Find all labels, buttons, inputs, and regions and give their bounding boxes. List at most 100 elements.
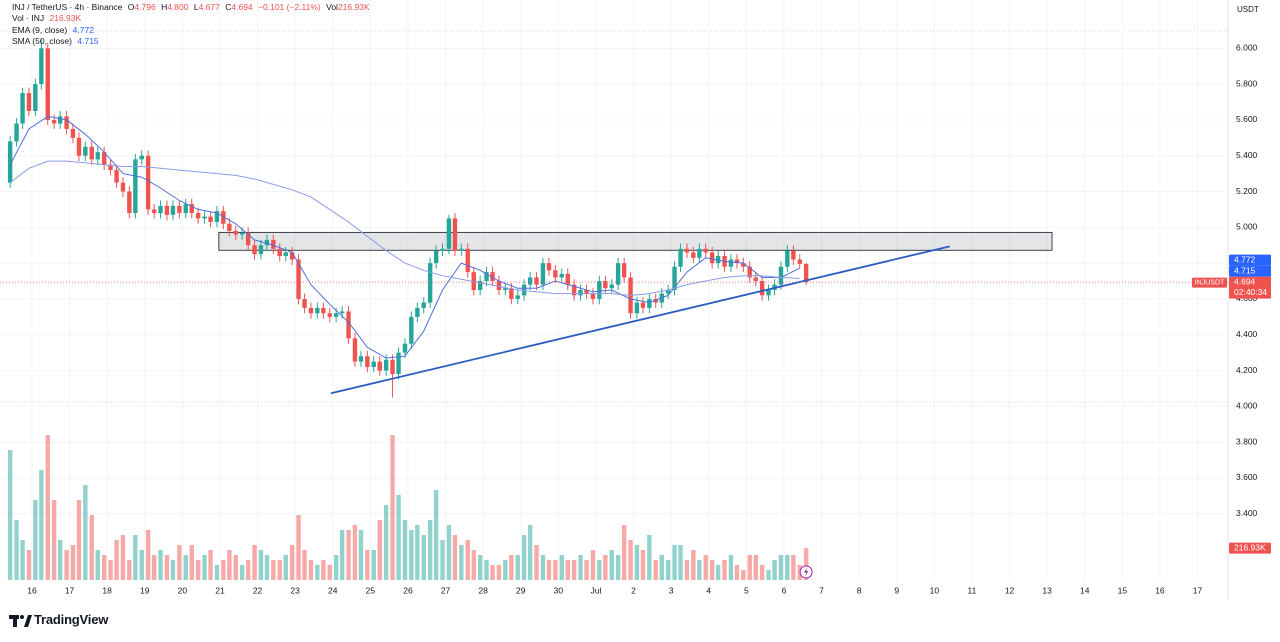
y-tick-label: 3.400 bbox=[1236, 508, 1258, 518]
volume-bar bbox=[597, 560, 602, 580]
logo-part bbox=[13, 615, 17, 627]
candle-body bbox=[258, 245, 264, 255]
candle-body bbox=[615, 263, 621, 285]
candle-body bbox=[108, 164, 113, 171]
candle-body bbox=[139, 155, 144, 160]
trendline bbox=[330, 245, 950, 395]
volume-bar bbox=[245, 560, 251, 580]
candle-body bbox=[609, 284, 614, 289]
candle-body bbox=[791, 250, 796, 260]
x-tick-label: 14 bbox=[1080, 585, 1090, 595]
x-tick-label: 24 bbox=[328, 585, 338, 595]
volume-bar bbox=[778, 555, 784, 580]
candle-body bbox=[584, 290, 589, 294]
candle-body bbox=[114, 170, 119, 183]
candle-body bbox=[590, 293, 596, 299]
volume-bar bbox=[346, 530, 351, 580]
candle-body bbox=[578, 290, 583, 296]
candle-body bbox=[440, 248, 445, 251]
volume-bar bbox=[252, 545, 257, 580]
volume-bar bbox=[766, 570, 771, 580]
x-tick-label: 6 bbox=[782, 585, 787, 595]
candle-body bbox=[33, 84, 38, 111]
candle-body bbox=[308, 307, 314, 314]
volume-bar bbox=[484, 560, 489, 580]
volume-bar bbox=[227, 550, 232, 580]
volume-bar bbox=[289, 545, 295, 580]
candle-body bbox=[459, 248, 464, 251]
currency-unit: USDT bbox=[1237, 5, 1259, 14]
volume-bar bbox=[615, 555, 621, 580]
volume-bar bbox=[76, 500, 82, 580]
volume-bar bbox=[258, 550, 264, 580]
volume-bar bbox=[697, 560, 702, 580]
volume-bar bbox=[565, 560, 570, 580]
volume-bar bbox=[590, 550, 596, 580]
volume-bar bbox=[302, 550, 307, 580]
volume-bar bbox=[170, 560, 176, 580]
symbol-tag-label: INJUSDT bbox=[1195, 280, 1225, 287]
candle-body bbox=[402, 343, 408, 353]
candle-body bbox=[101, 152, 107, 165]
x-tick-label: 21 bbox=[215, 585, 225, 595]
y-tick-label: 3.600 bbox=[1236, 472, 1258, 482]
candle-body bbox=[803, 263, 809, 283]
x-tick-label: 17 bbox=[65, 585, 75, 595]
candle-body bbox=[759, 281, 765, 296]
candle-body bbox=[452, 218, 458, 251]
volume-bar bbox=[459, 545, 464, 580]
candle-body bbox=[728, 259, 734, 267]
candle-body bbox=[797, 259, 802, 264]
volume-bar bbox=[158, 550, 163, 580]
realtime-icon-bolt bbox=[804, 567, 809, 577]
volume-bar bbox=[108, 560, 113, 580]
candle-body bbox=[540, 263, 546, 285]
candle-body bbox=[559, 273, 564, 278]
candle-body bbox=[51, 119, 57, 124]
volume-bar bbox=[45, 435, 50, 580]
candle-body bbox=[39, 48, 44, 85]
volume-bar bbox=[264, 555, 270, 580]
volume-bar bbox=[471, 550, 476, 580]
price-tag bbox=[1229, 254, 1271, 266]
resistance-zone bbox=[218, 231, 1053, 251]
indicator-name: EMA (9, close) bbox=[12, 24, 68, 35]
candle-body bbox=[277, 248, 282, 256]
candle-body bbox=[691, 252, 696, 258]
x-tick-label: 15 bbox=[1118, 585, 1128, 595]
candle-body bbox=[527, 277, 533, 285]
candle-body bbox=[221, 211, 226, 224]
volume-bar bbox=[296, 515, 301, 580]
ohlc-value: 4.677 bbox=[198, 2, 220, 12]
x-tick-label: 9 bbox=[894, 585, 899, 595]
candle-body bbox=[778, 266, 784, 285]
candle-body bbox=[26, 93, 32, 111]
volume-bar bbox=[396, 495, 401, 580]
candle-body bbox=[603, 281, 608, 289]
legend: INJ / TetherUS · 4h · Binance O4.796 H4.… bbox=[12, 2, 370, 48]
candle-body bbox=[753, 277, 758, 282]
candle-body bbox=[289, 252, 295, 260]
candle-body bbox=[465, 248, 470, 273]
volume-bar bbox=[634, 545, 640, 580]
x-tick-label: 22 bbox=[253, 585, 263, 595]
volume-bar bbox=[503, 560, 508, 580]
candle-body bbox=[653, 298, 658, 303]
candle-body bbox=[484, 272, 489, 282]
volume-tag bbox=[1229, 542, 1271, 554]
x-tick-label: 16 bbox=[27, 585, 37, 595]
candle-body bbox=[471, 272, 476, 290]
volume-bar bbox=[239, 565, 245, 580]
x-tick-label: 4 bbox=[706, 585, 711, 595]
volume-bar bbox=[741, 570, 746, 580]
volume-bar bbox=[691, 550, 696, 580]
volume-bar bbox=[628, 540, 633, 580]
volume-bar bbox=[527, 525, 533, 580]
y-tick-label: 5.000 bbox=[1236, 222, 1258, 232]
volume-bar bbox=[578, 555, 583, 580]
candle-body bbox=[734, 259, 740, 264]
volume-bar bbox=[621, 525, 627, 580]
ohlc-key: C bbox=[225, 2, 232, 12]
candle-body bbox=[415, 307, 420, 317]
candle-body bbox=[252, 245, 257, 255]
